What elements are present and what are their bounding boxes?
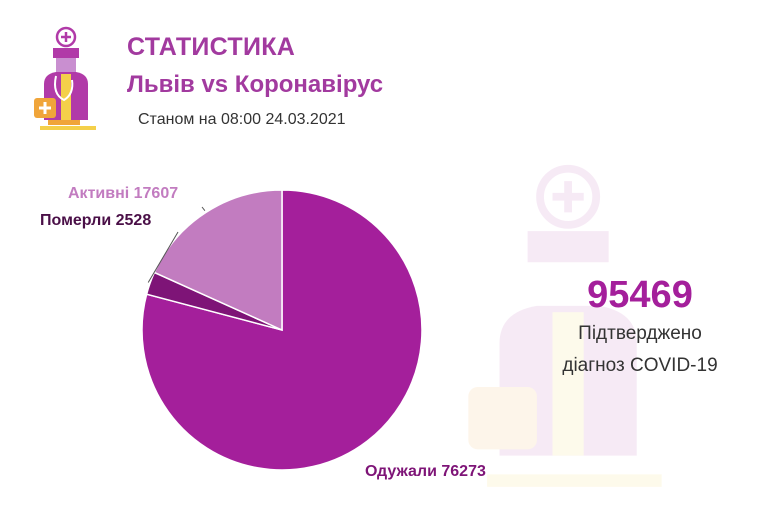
confirmed-stat: 95469 Підтверджено діагноз COVID-19	[540, 273, 740, 381]
pie-chart: Одужали 76273 Померли 2528 Активні 17607	[40, 185, 486, 480]
confirmed-count: 95469	[587, 274, 693, 316]
leader-line-2	[201, 206, 206, 212]
pie-leader-lines	[147, 206, 206, 283]
leader-line-1	[147, 231, 179, 283]
pie-slices	[141, 189, 423, 471]
pie-label-0: Одужали 76273	[365, 463, 486, 480]
confirmed-label-line2: діагноз COVID-19	[562, 355, 718, 376]
pie-label-2: Активні 17607	[68, 185, 178, 202]
date-line: Станом на 08:00 24.03.2021	[138, 111, 346, 128]
pie-label-1: Померли 2528	[40, 212, 151, 229]
page-subtitle: Львів vs Коронавірус	[127, 71, 384, 98]
doctor-icon	[34, 26, 96, 130]
page-title: СТАТИСТИКА	[127, 33, 296, 61]
doctor-watermark-icon	[468, 164, 662, 487]
confirmed-label-line1: Підтверджено	[578, 323, 702, 344]
pie-labels: Одужали 76273 Померли 2528 Активні 17607	[40, 185, 486, 480]
pie-slice-2	[153, 189, 283, 332]
